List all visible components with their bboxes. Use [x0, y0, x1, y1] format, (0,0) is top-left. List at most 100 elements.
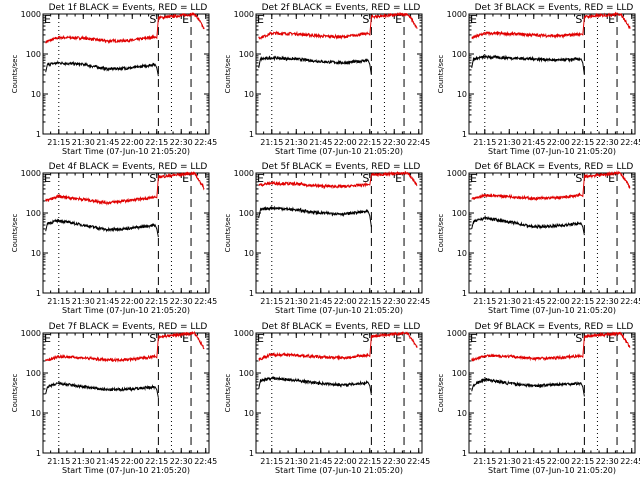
panel-title: Det 1f BLACK = Events, RED = LLD [49, 3, 208, 13]
marker-label: E [44, 332, 51, 345]
x-tick-label: 21:30 [72, 457, 95, 466]
panel-title: Det 7f BLACK = Events, RED = LLD [49, 322, 208, 332]
y-tick-label: 1000 [234, 329, 254, 338]
plot-frame [42, 172, 210, 294]
x-tick-label: 22:45 [194, 297, 217, 306]
series-events-line [45, 380, 159, 398]
x-tick-label: 22:30 [596, 138, 619, 147]
series-events-line [258, 55, 372, 75]
y-tick-label: 10 [244, 90, 254, 99]
series-events-line [45, 218, 159, 238]
x-tick-label: 22:30 [170, 138, 193, 147]
panel-1: Det 1f BLACK = Events, RED = LLD 1 10 100 10… [11, 3, 217, 156]
series-lld-line [258, 331, 418, 362]
y-tick-label: 1 [462, 289, 467, 298]
x-tick-label: 21:30 [498, 457, 521, 466]
x-tick-label: 22:30 [596, 297, 619, 306]
panel-9: Det 9f BLACK = Events, RED = LLD 1 10 100 10… [437, 322, 640, 475]
y-tick-label: 1000 [234, 169, 254, 178]
x-tick-label: 21:45 [309, 457, 332, 466]
x-tick-label: 22:00 [334, 297, 357, 306]
series-lld-line [45, 171, 205, 206]
y-tick-label: 10 [457, 409, 467, 418]
x-tick-label: 21:45 [309, 138, 332, 147]
marker-label: E [182, 13, 189, 26]
x-tick-label: 22:15 [358, 457, 381, 466]
y-tick-label: 1 [249, 130, 254, 139]
x-tick-label: 21:45 [522, 138, 545, 147]
y-tick-label: 1000 [234, 10, 254, 19]
y-axis-label: Counts/sec [224, 55, 232, 94]
series-lld-line [471, 170, 631, 202]
marker-label: E [44, 172, 51, 185]
marker-label: S [362, 13, 369, 26]
panel-title: Det 5f BLACK = Events, RED = LLD [262, 162, 421, 172]
plot-frame [255, 172, 423, 294]
panel-title: Det 9f BLACK = Events, RED = LLD [475, 322, 634, 332]
x-axis-label: Start Time (07-Jun-10 21:05:20) [488, 466, 616, 475]
y-tick-label: 10 [31, 409, 41, 418]
x-tick-label: 22:00 [547, 457, 570, 466]
series-events-line [471, 214, 585, 236]
series-events-line [258, 205, 372, 227]
panel-5: Det 5f BLACK = Events, RED = LLD 1 10 100 10… [224, 162, 430, 315]
x-tick-label: 22:45 [194, 138, 217, 147]
x-tick-label: 21:15 [47, 138, 70, 147]
y-tick-label: 100 [239, 209, 254, 218]
y-tick-label: 100 [26, 369, 41, 378]
panel-2: Det 2f BLACK = Events, RED = LLD 1 10 100 10… [224, 3, 430, 156]
y-tick-label: 1000 [21, 169, 41, 178]
x-tick-label: 22:00 [334, 138, 357, 147]
x-tick-label: 22:45 [407, 297, 430, 306]
y-axis-label: Counts/sec [11, 55, 19, 94]
panel-title: Det 8f BLACK = Events, RED = LLD [262, 322, 421, 332]
y-tick-label: 100 [452, 369, 467, 378]
y-tick-label: 100 [452, 209, 467, 218]
marker-label: S [149, 172, 156, 185]
x-tick-label: 22:00 [121, 297, 144, 306]
y-axis-label: Counts/sec [437, 374, 445, 413]
x-tick-label: 21:15 [47, 297, 70, 306]
x-axis-label: Start Time (07-Jun-10 21:05:20) [62, 147, 190, 156]
y-tick-label: 1000 [21, 329, 41, 338]
x-tick-label: 22:15 [145, 297, 168, 306]
x-tick-label: 22:00 [121, 138, 144, 147]
y-tick-label: 1 [462, 130, 467, 139]
series-events-line [471, 54, 585, 75]
series-lld-line [258, 11, 418, 40]
x-tick-label: 22:30 [383, 457, 406, 466]
y-tick-label: 1 [36, 449, 41, 458]
x-tick-label: 21:30 [72, 297, 95, 306]
y-tick-label: 10 [457, 249, 467, 258]
x-axis-label: Start Time (07-Jun-10 21:05:20) [275, 147, 403, 156]
x-tick-label: 22:30 [383, 138, 406, 147]
x-axis-label: Start Time (07-Jun-10 21:05:20) [275, 306, 403, 315]
marker-label: S [149, 13, 156, 26]
panel-title: Det 2f BLACK = Events, RED = LLD [262, 3, 421, 13]
x-tick-label: 21:45 [522, 297, 545, 306]
y-tick-label: 1000 [447, 10, 467, 19]
panel-3: Det 3f BLACK = Events, RED = LLD 1 10 100 10… [437, 3, 640, 156]
x-tick-label: 22:45 [194, 457, 217, 466]
y-tick-label: 10 [31, 90, 41, 99]
panel-title: Det 3f BLACK = Events, RED = LLD [475, 3, 634, 13]
marker-label: E [395, 172, 402, 185]
y-axis-label: Counts/sec [224, 214, 232, 253]
x-tick-label: 21:30 [285, 138, 308, 147]
x-tick-label: 22:45 [620, 297, 640, 306]
panel-6: Det 6f BLACK = Events, RED = LLD 1 10 100 10… [437, 162, 640, 315]
x-tick-label: 21:30 [72, 138, 95, 147]
y-tick-label: 100 [26, 209, 41, 218]
marker-label: E [395, 332, 402, 345]
x-tick-label: 21:45 [309, 297, 332, 306]
plot-frame [468, 332, 636, 454]
y-tick-label: 1 [462, 449, 467, 458]
y-tick-label: 1000 [447, 169, 467, 178]
series-lld-line [471, 11, 631, 40]
x-tick-label: 21:45 [522, 457, 545, 466]
y-tick-label: 1 [249, 289, 254, 298]
marker-label: S [575, 332, 582, 345]
plot-frame [42, 332, 210, 454]
marker-label: E [470, 332, 477, 345]
series-lld-line [45, 330, 205, 363]
